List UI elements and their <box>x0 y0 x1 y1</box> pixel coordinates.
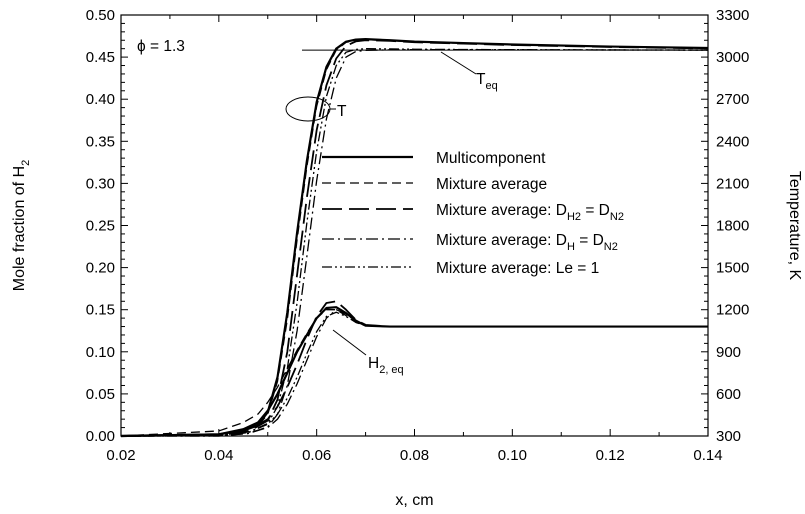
y-right-axis-title: Temperature, K <box>786 171 803 281</box>
legend-label-main: Multicomponent <box>436 150 546 167</box>
y-left-tick-label: 0.40 <box>86 91 115 108</box>
x-tick-label: 0.12 <box>596 447 625 464</box>
legend-label-sub1: H <box>567 241 575 253</box>
y-left-tick-label: 0.35 <box>86 133 115 150</box>
y-right-tick-label: 2100 <box>716 175 749 192</box>
x-axis-title: x, cm <box>395 492 433 509</box>
y-left-tick-label: 0.15 <box>86 302 115 319</box>
y-right-tick-label: 3300 <box>716 7 749 24</box>
legend-label-mid: = D <box>575 232 604 249</box>
y-left-axis-title: Mole fraction of H2 <box>11 160 32 292</box>
y-left-tick-label: 0.00 <box>86 428 115 445</box>
y-left-tick-label: 0.45 <box>86 49 115 66</box>
legend-label-mixavg_dh: Mixture average: DH = DN2 <box>436 232 618 253</box>
y-right-tick-label: 900 <box>716 344 741 361</box>
y-right-tick-label: 3000 <box>716 49 749 66</box>
x-tick-label: 0.06 <box>302 447 331 464</box>
series-lines <box>120 38 709 438</box>
x-tick-label: 0.10 <box>498 447 527 464</box>
x-tick-label: 0.14 <box>693 447 722 464</box>
legend: Multicomponent Mixture average Mixture ave… <box>322 150 624 277</box>
legend-label-mixavg_le1: Mixture average: Le = 1 <box>436 260 599 277</box>
legend-label-mixture_average: Mixture average <box>436 176 547 193</box>
x-tick-label: 0.02 <box>106 447 135 464</box>
legend-label-mid: = D <box>581 202 610 219</box>
teq-annotation-sub: eq <box>485 80 497 92</box>
h2eq-annotation-main: H <box>368 355 379 372</box>
h2eq-leader-line <box>332 329 367 356</box>
series-line-temperature-mixture_average <box>120 39 709 437</box>
y-right-tick-label: 300 <box>716 428 741 445</box>
x-tick-label: 0.08 <box>400 447 429 464</box>
y-right-tick-label: 1800 <box>716 218 749 235</box>
legend-label-sub2: N2 <box>610 211 624 223</box>
y-left-axis-title-main: Mole fraction of H <box>11 166 28 291</box>
h2eq-annotation-sub: 2, eq <box>379 364 403 376</box>
teq-leader-line <box>440 51 477 75</box>
legend-label-main: Mixture average: Le = 1 <box>436 260 599 277</box>
y-right-tick-label: 600 <box>716 386 741 403</box>
series-line-h2-mixture_average <box>120 309 708 437</box>
series-line-temperature-mixavg_le1 <box>120 48 709 437</box>
teq-annotation-main: T <box>476 71 486 88</box>
y-left-tick-label: 0.05 <box>86 386 115 403</box>
y-left-tick-label: 0.20 <box>86 260 115 277</box>
y-left-tick-label: 0.30 <box>86 175 115 192</box>
y-right-tick-label: 1500 <box>716 260 749 277</box>
legend-label-main: Mixture average <box>436 176 547 193</box>
y-left-tick-label: 0.50 <box>86 7 115 24</box>
series-line-h2-mixavg_le1 <box>121 311 708 437</box>
legend-label-mixavg_dh2: Mixture average: DH2 = DN2 <box>436 202 624 223</box>
phi-annotation: ϕ = 1.3 <box>137 38 185 55</box>
y-left-tick-label: 0.10 <box>86 344 115 361</box>
temperature-group-label: T <box>337 103 347 120</box>
legend-label-sub2: N2 <box>604 241 618 253</box>
legend-label-multicomponent: Multicomponent <box>436 150 546 167</box>
h2eq-annotation: H2, eq <box>368 355 404 376</box>
teq-annotation: Teq <box>476 71 498 92</box>
y-right-tick-label: 2400 <box>716 133 749 150</box>
legend-label-main: Mixture average: D <box>436 232 567 249</box>
y-right-tick-label: 2700 <box>716 91 749 108</box>
legend-label-sub1: H2 <box>567 211 581 223</box>
y-left-axis-title-sub: 2 <box>20 160 32 166</box>
y-right-tick-label: 1200 <box>716 302 749 319</box>
y-left-tick-label: 0.25 <box>86 218 115 235</box>
x-tick-label: 0.04 <box>204 447 233 464</box>
legend-label-main: Mixture average: D <box>436 202 567 219</box>
ticks: 0.02 0.04 0.06 0.08 0.10 0.12 0.14 0.00 0.05 0.10… <box>86 7 750 464</box>
